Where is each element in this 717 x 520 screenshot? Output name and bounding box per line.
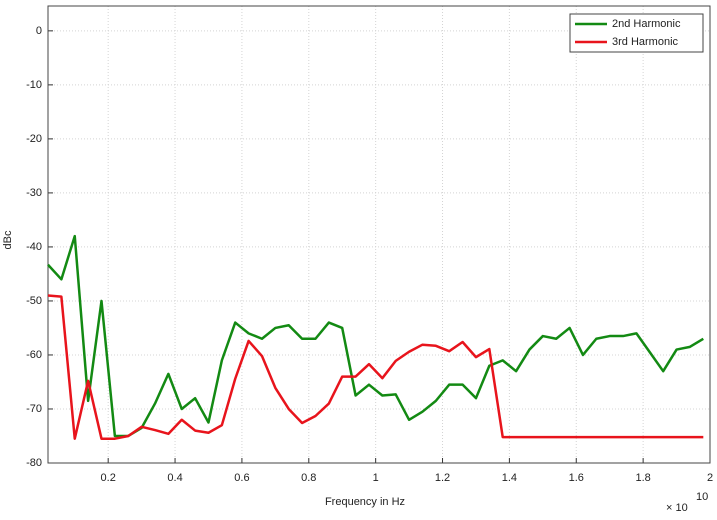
- y-tick-label: -70: [26, 403, 42, 415]
- plot-frame: [47, 5, 711, 464]
- x-axis-label: Frequency in Hz: [325, 496, 405, 508]
- y-tick-label: -20: [26, 133, 42, 145]
- legend-label: 2nd Harmonic: [612, 18, 681, 30]
- y-axis-label: dBc: [2, 230, 14, 249]
- y-tick-label: -60: [26, 349, 42, 361]
- x-tick-label: 1.8: [635, 472, 650, 484]
- x-tick-label: 1.2: [435, 472, 450, 484]
- x-tick-label: 0.2: [101, 472, 116, 484]
- x-tick-label: 2: [707, 472, 713, 484]
- y-tick-label: -40: [26, 241, 42, 253]
- x-tick-label: 0.6: [234, 472, 249, 484]
- x-multiplier: × 10: [666, 502, 688, 514]
- x-tick-label: 0.8: [301, 472, 316, 484]
- y-tick-label: -50: [26, 295, 42, 307]
- series-line: [47, 294, 704, 440]
- x-tick-label: 1.4: [502, 472, 517, 484]
- series-line: [47, 234, 704, 438]
- legend-box: [569, 13, 704, 53]
- x-tick-label: 1: [373, 472, 379, 484]
- legend-label: 3rd Harmonic: [612, 36, 679, 48]
- y-tick-label: 0: [36, 25, 42, 37]
- y-tick-label: -80: [26, 457, 42, 469]
- x-multiplier-exponent: 10: [696, 491, 708, 503]
- x-tick-label: 1.6: [569, 472, 584, 484]
- y-tick-label: -30: [26, 187, 42, 199]
- x-tick-label: 0.4: [167, 472, 182, 484]
- y-tick-label: -10: [26, 79, 42, 91]
